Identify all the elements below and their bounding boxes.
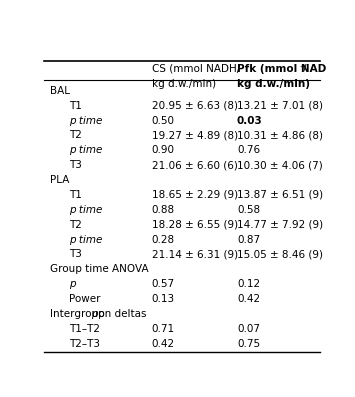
Text: T2: T2 bbox=[69, 220, 82, 230]
Text: Intergroup: Intergroup bbox=[50, 309, 108, 319]
Text: 21.14 ± 6.31 (9): 21.14 ± 6.31 (9) bbox=[152, 249, 238, 259]
Text: 0.57: 0.57 bbox=[152, 279, 175, 289]
Text: T2: T2 bbox=[69, 131, 82, 141]
Text: 0.58: 0.58 bbox=[237, 205, 260, 215]
Text: 0.75: 0.75 bbox=[237, 339, 260, 349]
Text: 0.88: 0.88 bbox=[152, 205, 175, 215]
Text: 0.12: 0.12 bbox=[237, 279, 260, 289]
Text: PLA: PLA bbox=[50, 175, 69, 185]
Text: 21.06 ± 6.60 (6): 21.06 ± 6.60 (6) bbox=[152, 160, 237, 170]
Text: 10.31 ± 4.86 (8): 10.31 ± 4.86 (8) bbox=[237, 131, 323, 141]
Text: 0.71: 0.71 bbox=[152, 324, 175, 334]
Text: p time: p time bbox=[69, 205, 103, 215]
Text: on deltas: on deltas bbox=[95, 309, 146, 319]
Text: Pfk (mmol NAD: Pfk (mmol NAD bbox=[237, 64, 326, 74]
Text: 0.28: 0.28 bbox=[152, 235, 175, 245]
Text: 18.65 ± 2.29 (9): 18.65 ± 2.29 (9) bbox=[152, 190, 238, 200]
Text: 0.90: 0.90 bbox=[152, 145, 175, 155]
Text: 20.95 ± 6.63 (8): 20.95 ± 6.63 (8) bbox=[152, 101, 238, 111]
Text: p time: p time bbox=[69, 235, 103, 245]
Text: 0.42: 0.42 bbox=[152, 339, 175, 349]
Text: CS (mmol NADH/: CS (mmol NADH/ bbox=[152, 64, 240, 74]
Text: 14.77 ± 7.92 (9): 14.77 ± 7.92 (9) bbox=[237, 220, 323, 230]
Text: T3: T3 bbox=[69, 249, 82, 259]
Text: BAL: BAL bbox=[50, 86, 70, 96]
Text: 0.13: 0.13 bbox=[152, 294, 175, 304]
Text: T2–T3: T2–T3 bbox=[69, 339, 100, 349]
Text: p: p bbox=[91, 309, 97, 319]
Text: p time: p time bbox=[69, 145, 103, 155]
Text: ⁺/: ⁺/ bbox=[300, 64, 307, 73]
Text: 0.42: 0.42 bbox=[237, 294, 260, 304]
Text: 0.50: 0.50 bbox=[152, 116, 175, 125]
Text: 19.27 ± 4.89 (8): 19.27 ± 4.89 (8) bbox=[152, 131, 238, 141]
Text: 18.28 ± 6.55 (9): 18.28 ± 6.55 (9) bbox=[152, 220, 238, 230]
Text: kg d.w./min): kg d.w./min) bbox=[237, 79, 310, 89]
Text: T1: T1 bbox=[69, 101, 82, 111]
Text: 0.76: 0.76 bbox=[237, 145, 260, 155]
Text: T1: T1 bbox=[69, 190, 82, 200]
Text: 13.87 ± 6.51 (9): 13.87 ± 6.51 (9) bbox=[237, 190, 323, 200]
Text: 15.05 ± 8.46 (9): 15.05 ± 8.46 (9) bbox=[237, 249, 323, 259]
Text: 0.87: 0.87 bbox=[237, 235, 260, 245]
Text: T1–T2: T1–T2 bbox=[69, 324, 100, 334]
Text: 10.30 ± 4.06 (7): 10.30 ± 4.06 (7) bbox=[237, 160, 323, 170]
Text: p: p bbox=[69, 279, 76, 289]
Text: p time: p time bbox=[69, 116, 103, 125]
Text: Group time ANOVA: Group time ANOVA bbox=[50, 264, 148, 274]
Text: kg d.w./min): kg d.w./min) bbox=[152, 79, 216, 89]
Text: 13.21 ± 7.01 (8): 13.21 ± 7.01 (8) bbox=[237, 101, 323, 111]
Text: 0.03: 0.03 bbox=[237, 116, 263, 125]
Text: Power: Power bbox=[69, 294, 100, 304]
Text: 0.07: 0.07 bbox=[237, 324, 260, 334]
Text: T3: T3 bbox=[69, 160, 82, 170]
